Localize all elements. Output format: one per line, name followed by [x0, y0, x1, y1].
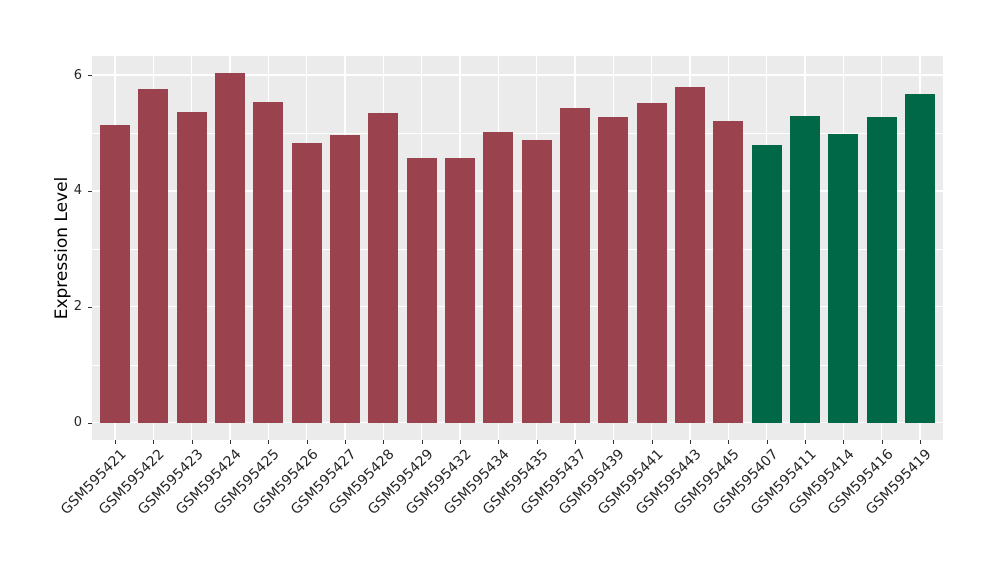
bar-GSM595421 — [100, 124, 130, 423]
bar-GSM595419 — [905, 93, 935, 423]
y-axis-title: Expression Level — [52, 176, 72, 320]
bar-GSM595443 — [675, 87, 705, 423]
x-tick-mark — [613, 440, 615, 444]
x-tick-mark — [920, 440, 921, 444]
bar-GSM595441 — [636, 102, 667, 423]
bar-GSM595416 — [866, 117, 897, 423]
horizontal-major-gridline — [92, 190, 943, 192]
horizontal-major-gridline — [92, 74, 943, 76]
x-tick-mark — [345, 440, 346, 444]
x-tick-mark — [498, 440, 500, 444]
horizontal-minor-gridline — [92, 132, 943, 134]
bar-GSM595414 — [828, 134, 859, 423]
y-tick-mark — [88, 306, 92, 308]
horizontal-major-gridline — [92, 422, 943, 424]
x-tick-mark — [460, 440, 461, 444]
y-tick-mark — [88, 75, 92, 76]
bar-GSM595427 — [330, 134, 360, 423]
y-tick-mark — [88, 422, 92, 424]
plot-panel — [92, 56, 943, 440]
bar-GSM595424 — [215, 73, 245, 423]
x-tick-mark — [843, 440, 845, 444]
x-tick-mark — [153, 440, 155, 444]
x-tick-mark — [536, 440, 538, 444]
bar-GSM595411 — [790, 116, 820, 423]
bar-GSM595425 — [253, 102, 284, 423]
x-tick-mark — [728, 440, 730, 444]
x-tick-mark — [191, 440, 193, 444]
x-tick-mark — [881, 440, 883, 444]
x-tick-mark — [115, 440, 116, 444]
x-tick-mark — [306, 440, 308, 444]
horizontal-major-gridline — [92, 306, 943, 308]
x-tick-mark — [766, 440, 768, 444]
bar-GSM595407 — [751, 145, 782, 423]
x-tick-mark — [268, 440, 270, 444]
bar-GSM595426 — [291, 142, 322, 423]
y-tick-mark — [88, 190, 92, 192]
bar-GSM595428 — [368, 113, 399, 423]
x-tick-mark — [383, 440, 385, 444]
bar-GSM595435 — [521, 140, 552, 423]
y-tick-label: 6 — [73, 67, 82, 83]
x-tick-mark — [575, 440, 576, 444]
bar-GSM595437 — [560, 108, 590, 423]
y-tick-label: 4 — [73, 183, 82, 199]
horizontal-minor-gridline — [92, 248, 943, 250]
x-tick-mark — [421, 440, 423, 444]
bar-GSM595434 — [483, 132, 514, 423]
x-tick-mark — [230, 440, 231, 444]
bar-GSM595423 — [176, 111, 207, 423]
x-tick-mark — [651, 440, 653, 444]
bar-GSM595439 — [598, 116, 629, 423]
y-tick-label: 2 — [73, 299, 82, 315]
bar-GSM595432 — [445, 158, 475, 423]
horizontal-minor-gridline — [92, 364, 943, 366]
bar-GSM595429 — [406, 157, 437, 423]
x-tick-mark — [690, 440, 691, 444]
bar-GSM595445 — [713, 120, 744, 423]
y-tick-label: 0 — [73, 415, 82, 431]
bar-GSM595422 — [138, 89, 169, 423]
x-tick-mark — [805, 440, 806, 444]
